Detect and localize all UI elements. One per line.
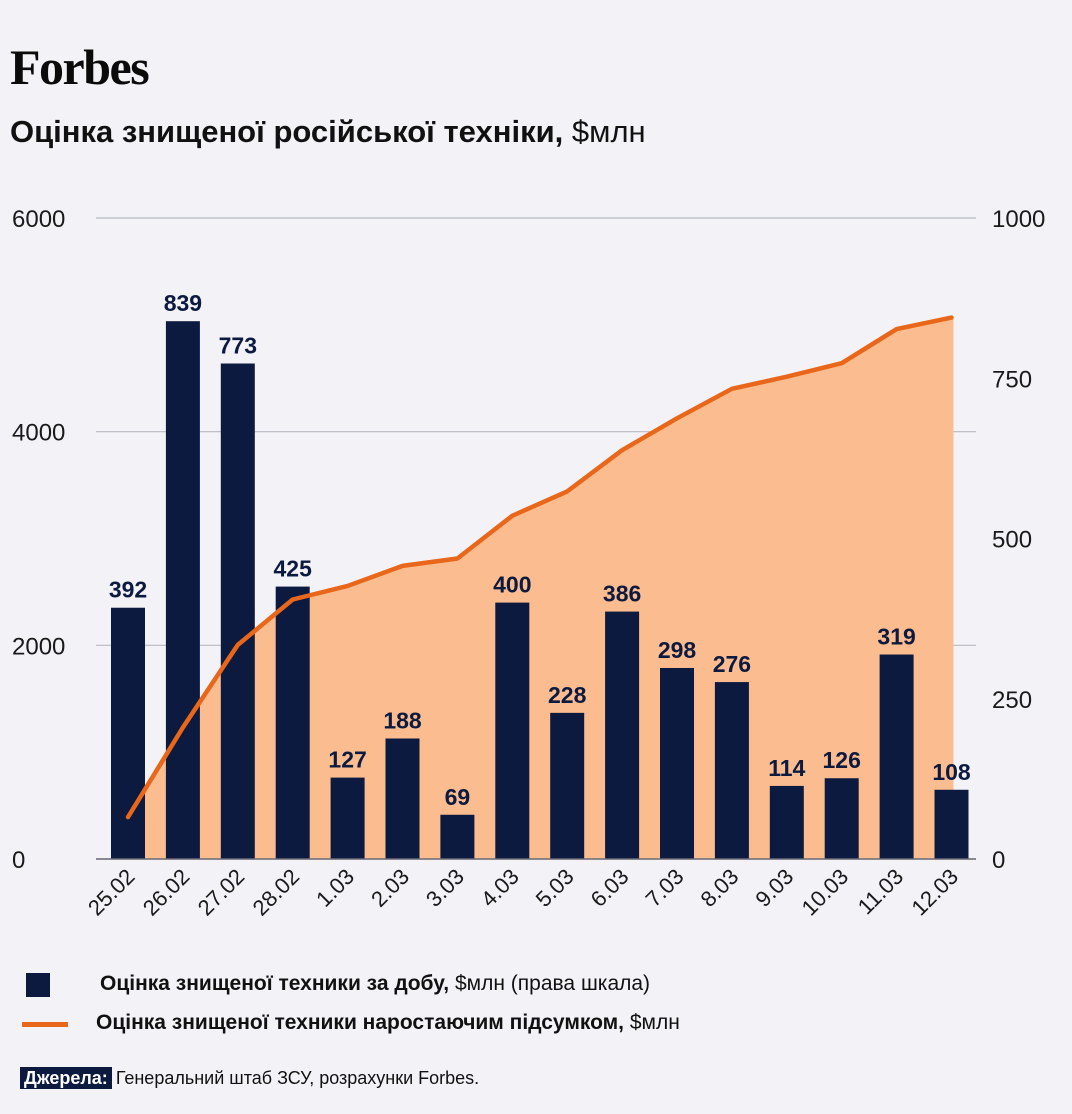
daily-bar xyxy=(714,682,749,859)
right-axis-tick-label: 1000 xyxy=(992,206,1045,233)
chart: 392 839 773 425 127 188 69 400 228 386 298 276 114 12… xyxy=(12,206,1045,921)
bar-value-label: 392 xyxy=(109,577,147,603)
x-category-label: 12.03 xyxy=(906,864,963,921)
daily-bar xyxy=(605,611,640,859)
daily-bar xyxy=(440,814,475,859)
x-category-label: 27.02 xyxy=(193,864,250,921)
source-tag: Джерела: xyxy=(20,1067,112,1089)
daily-bar xyxy=(385,738,420,859)
x-category-label: 28.02 xyxy=(248,864,305,921)
bar-value-label: 839 xyxy=(164,290,202,316)
x-category-label: 2.03 xyxy=(366,864,414,912)
bar-value-label: 126 xyxy=(823,747,861,773)
x-category-label: 10.03 xyxy=(797,864,854,921)
x-category-label: 6.03 xyxy=(586,864,634,912)
right-axis-tick-label: 0 xyxy=(992,847,1005,874)
forbes-logo: Forbes xyxy=(10,39,150,95)
chart-title-main: Оцінка знищеної російської техніки, xyxy=(10,114,564,149)
bar-value-label: 386 xyxy=(603,581,641,607)
left-axis-tick-label: 2000 xyxy=(12,633,65,660)
right-axis-tick-label: 750 xyxy=(992,366,1032,393)
legend-item-daily: Оцінка знищеної техники за добу, $млн (п… xyxy=(22,972,922,998)
chart-title: Оцінка знищеної російської техніки, $млн xyxy=(10,114,646,150)
daily-bar xyxy=(330,777,365,859)
right-axis-tick-label: 500 xyxy=(992,527,1032,554)
legend-cumulative-label: Оцінка знищеної техники наростаючим підс… xyxy=(96,1011,680,1034)
legend-item-cumulative: Оцінка знищеної техники наростаючим підс… xyxy=(22,1011,922,1037)
x-category-label: 9.03 xyxy=(750,864,798,912)
x-category-label: 7.03 xyxy=(641,864,689,912)
bar-value-label: 425 xyxy=(274,556,313,582)
daily-bar xyxy=(660,667,694,859)
bar-value-label: 276 xyxy=(713,651,751,677)
bar-value-label: 108 xyxy=(932,759,971,785)
legend-daily-label: Оцінка знищеної техники за добу, $млн (п… xyxy=(100,972,651,995)
daily-bar xyxy=(275,586,310,859)
bar-value-label: 69 xyxy=(445,784,471,810)
daily-bar xyxy=(550,712,585,859)
right-axis-tick-label: 250 xyxy=(992,687,1032,714)
bar-value-label: 773 xyxy=(219,333,257,359)
daily-bar xyxy=(879,654,914,859)
bar-value-label: 127 xyxy=(328,747,366,773)
daily-bar xyxy=(769,785,804,859)
left-axis-tick-label: 0 xyxy=(12,847,25,874)
chart-title-unit: $млн xyxy=(571,114,646,149)
legend-line-swatch xyxy=(22,1022,68,1027)
left-axis-tick-label: 4000 xyxy=(12,420,65,447)
x-category-label: 11.03 xyxy=(853,864,908,919)
source-note: Джерела: Генеральний штаб ЗСУ, розрахунки… xyxy=(20,1067,480,1089)
x-category-label: 5.03 xyxy=(531,864,579,912)
bar-value-label: 319 xyxy=(877,624,915,650)
x-category-label: 26.02 xyxy=(138,864,195,921)
source-text: Генеральний штаб ЗСУ, розрахунки Forbes. xyxy=(115,1068,480,1088)
cumulative-line xyxy=(125,315,954,820)
bar-value-label: 114 xyxy=(768,755,805,781)
daily-bar xyxy=(824,778,859,859)
x-category-label: 1.03 xyxy=(311,864,359,912)
x-category-label: 25.02 xyxy=(83,864,140,921)
daily-bar xyxy=(111,607,145,859)
daily-bar xyxy=(220,363,255,859)
daily-bar xyxy=(934,789,969,859)
bar-value-label: 188 xyxy=(383,707,422,733)
bar-value-label: 298 xyxy=(658,637,697,663)
bar-value-label: 400 xyxy=(493,572,531,598)
bar-value-label: 228 xyxy=(548,682,587,708)
x-category-label: 3.03 xyxy=(421,864,469,912)
daily-bar xyxy=(495,602,530,859)
x-category-label: 8.03 xyxy=(695,864,743,912)
legend-bar-swatch xyxy=(26,973,50,997)
left-axis-tick-label: 6000 xyxy=(12,206,65,233)
x-category-label: 4.03 xyxy=(476,864,524,912)
daily-bar xyxy=(165,321,200,859)
